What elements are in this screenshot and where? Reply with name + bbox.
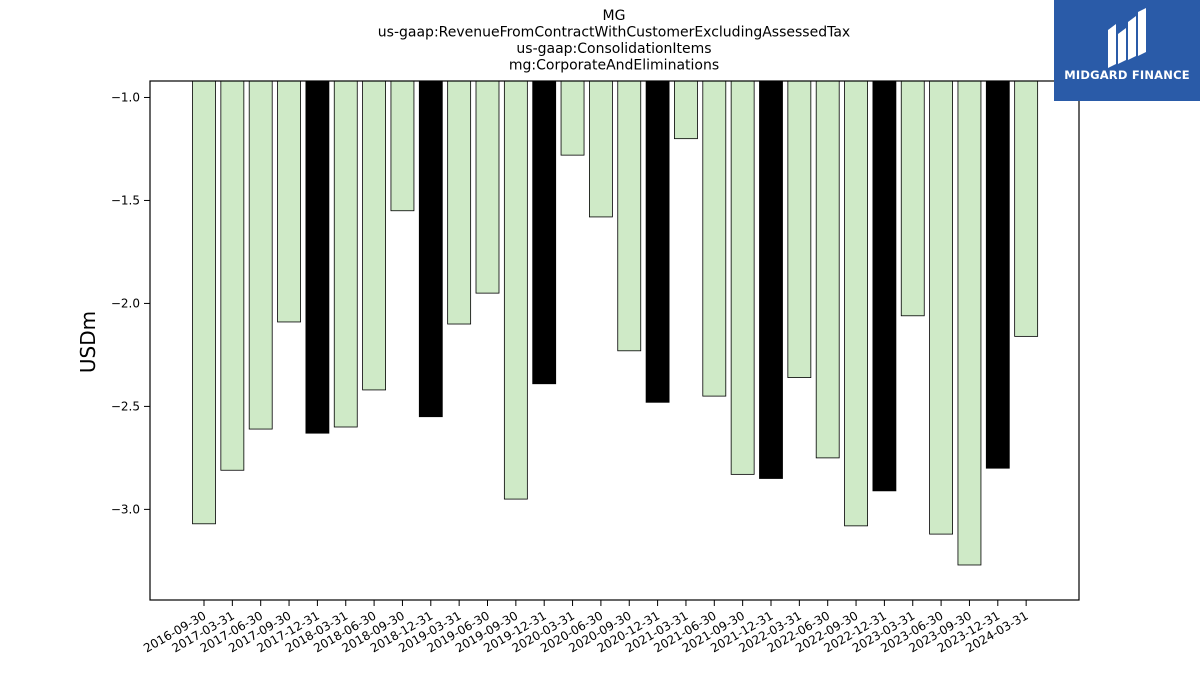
bar-2021-06-30 xyxy=(702,80,727,397)
bar-2020-12-31 xyxy=(645,80,670,403)
bar-2023-06-30 xyxy=(929,80,953,535)
bar-2022-09-30 xyxy=(844,80,868,527)
logo-mark-icon xyxy=(1108,8,1146,68)
bar-2023-12-31 xyxy=(985,80,1010,469)
y-tick-label: −1.5 xyxy=(111,193,140,207)
y-tick-label: −3.0 xyxy=(111,502,140,516)
x-axis: 2016-09-302017-03-312017-06-302017-09-30… xyxy=(141,600,1031,655)
bar-2021-09-30 xyxy=(730,80,755,475)
bar-2018-12-31 xyxy=(418,80,443,418)
midgard-finance-logo: MIDGARD FINANCE xyxy=(1054,0,1200,101)
bar-2022-06-30 xyxy=(815,80,840,459)
plot-frame xyxy=(149,80,1080,601)
chart-title-line: mg:CorporateAndEliminations xyxy=(509,58,719,74)
bar-2016-09-30 xyxy=(192,80,216,525)
y-axis-label: USDm xyxy=(76,311,100,373)
bar-2018-09-30 xyxy=(390,80,415,212)
bar-2018-06-30 xyxy=(362,80,387,391)
bar-2023-09-30 xyxy=(957,80,982,566)
y-tick-label: −2.0 xyxy=(111,296,140,310)
y-axis: −1.0 −1.5 −2.0 −2.5 −3.0 xyxy=(111,90,150,516)
chart-title: MGus-gaap:RevenueFromContractWithCustome… xyxy=(378,8,850,74)
bar-2017-03-31 xyxy=(220,80,245,471)
bar-2021-03-31 xyxy=(674,80,698,140)
chart-title-line: us-gaap:ConsolidationItems xyxy=(516,41,711,57)
y-tick-label: −1.0 xyxy=(111,90,140,104)
bar-2019-12-31 xyxy=(532,80,557,385)
chart-title-line: us-gaap:RevenueFromContractWithCustomerE… xyxy=(378,25,850,41)
bars-group xyxy=(192,80,1039,566)
bar-2018-03-31 xyxy=(333,80,358,428)
bar-2019-06-30 xyxy=(475,80,500,294)
bar-2020-03-31 xyxy=(560,80,585,156)
bar-2024-03-31 xyxy=(1014,80,1039,337)
bar-2019-03-31 xyxy=(447,80,472,325)
y-tick-label: −2.5 xyxy=(111,399,140,413)
bar-2023-03-31 xyxy=(900,80,925,317)
bar-2017-09-30 xyxy=(277,80,301,323)
bar-2020-09-30 xyxy=(617,80,642,352)
bar-2021-12-31 xyxy=(759,80,783,479)
chart-title-line: MG xyxy=(603,8,626,24)
bar-2017-12-31 xyxy=(305,80,330,434)
logo-text: MIDGARD FINANCE xyxy=(1064,68,1190,82)
bar-2017-06-30 xyxy=(248,80,273,430)
bar-2022-12-31 xyxy=(872,80,897,492)
bar-2019-09-30 xyxy=(503,80,528,500)
bar-2020-06-30 xyxy=(589,80,613,218)
bar-2022-03-31 xyxy=(787,80,812,378)
